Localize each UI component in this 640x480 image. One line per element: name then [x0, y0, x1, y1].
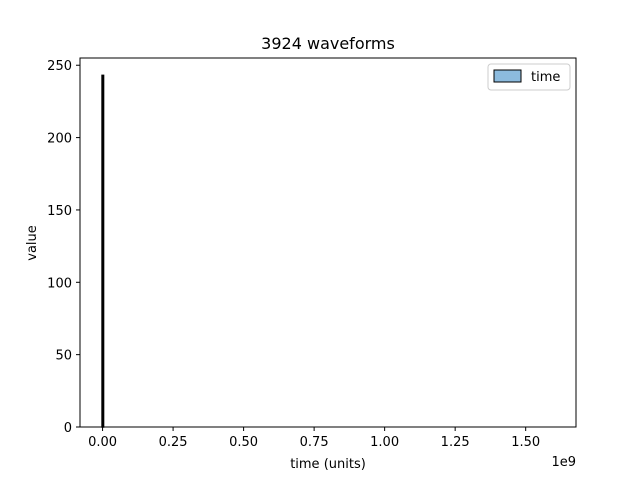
bar-time-0: [101, 74, 105, 428]
legend-label-time: time: [531, 70, 560, 85]
plot-frame: [79, 57, 577, 428]
y-tick-label: 50: [55, 349, 72, 364]
y-tick-label: 150: [47, 204, 72, 219]
y-tick-label: 0: [64, 421, 72, 436]
y-axis-label: value: [25, 225, 40, 261]
legend-swatch-time: [493, 69, 522, 83]
y-tick-label: 250: [47, 59, 72, 74]
x-tick-label: 0.50: [229, 435, 258, 450]
histogram-bars: [101, 74, 105, 428]
x-axis-label: time (units): [290, 457, 366, 472]
y-axis: 0 50 100 150 200 250: [47, 59, 80, 436]
legend: time: [487, 63, 571, 91]
plot-area: [79, 57, 577, 428]
y-tick-label: 200: [47, 132, 72, 147]
x-tick-label: 1.50: [511, 435, 540, 450]
x-tick-label: 0.75: [300, 435, 329, 450]
x-axis: 0.00 0.25 0.50 0.75 1.00 1.25 1.50: [88, 427, 540, 450]
x-tick-label: 0.00: [88, 435, 117, 450]
x-tick-label: 0.25: [159, 435, 188, 450]
y-tick-label: 100: [47, 276, 72, 291]
x-tick-label: 1.00: [370, 435, 399, 450]
chart-title: 3924 waveforms: [261, 34, 395, 53]
x-tick-label: 1.25: [441, 435, 470, 450]
x-axis-offset-text: 1e9: [551, 455, 576, 470]
